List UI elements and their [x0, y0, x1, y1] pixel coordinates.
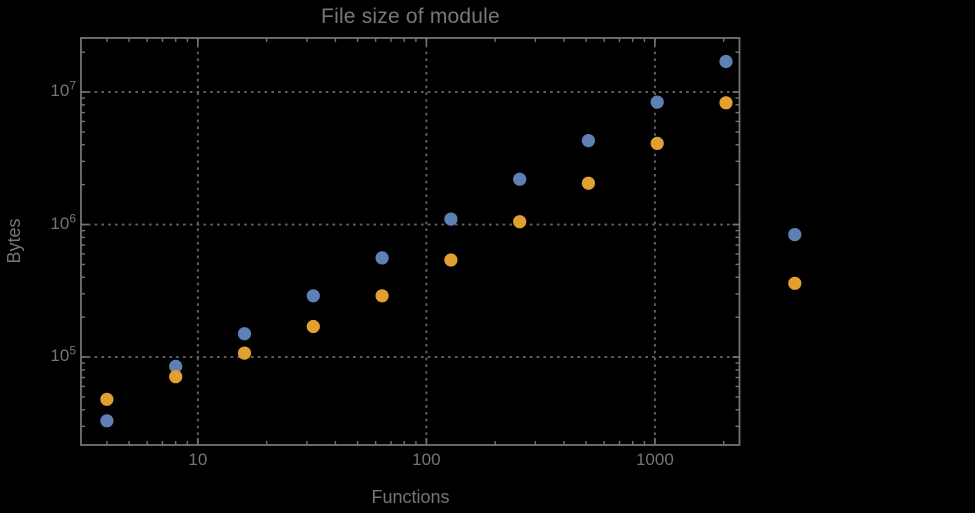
data-point-series-blue-1024	[650, 95, 664, 109]
x-tick-label-1000: 1000	[635, 450, 674, 469]
data-point-series-blue-32	[306, 289, 320, 303]
y-tick-label-10e6: 106	[50, 210, 76, 233]
data-point-series-orange-512	[581, 176, 596, 190]
data-point-series-blue-8	[169, 359, 183, 373]
plot-frame	[80, 37, 741, 446]
data-point-series-blue-4	[100, 414, 114, 428]
data-point-series-orange-2048	[719, 96, 733, 110]
data-point-series-blue-2048	[719, 54, 733, 69]
data-point-series-orange-16	[237, 346, 252, 360]
x-tick-label-100: 100	[412, 450, 441, 469]
y-tick-label-10e7: 107	[50, 78, 76, 101]
data-point-series-orange-64	[375, 289, 389, 303]
data-point-series-orange-1024	[650, 136, 664, 150]
y-tick-exponent: 5	[69, 343, 76, 358]
data-point-series-blue-256	[513, 172, 527, 186]
data-point-series-blue-4096	[788, 228, 802, 242]
x-axis-label: Functions	[371, 487, 450, 507]
data-point-series-orange-256	[513, 215, 527, 229]
data-point-series-blue-128	[444, 212, 458, 226]
data-point-series-orange-128	[444, 253, 458, 267]
y-tick-exponent: 7	[69, 78, 76, 93]
data-point-series-orange-8	[169, 370, 183, 384]
data-point-series-blue-64	[375, 251, 389, 265]
data-point-series-orange-4096	[788, 276, 802, 290]
chart-title: File size of module	[321, 5, 500, 28]
data-point-series-orange-4	[100, 392, 114, 406]
y-tick-exponent: 6	[69, 210, 76, 225]
y-tick-label-10e5: 105	[50, 343, 76, 366]
data-point-series-blue-16	[237, 327, 252, 341]
data-point-series-orange-32	[306, 319, 320, 334]
data-point-series-blue-512	[581, 134, 596, 148]
x-tick-label-10: 10	[188, 450, 208, 469]
